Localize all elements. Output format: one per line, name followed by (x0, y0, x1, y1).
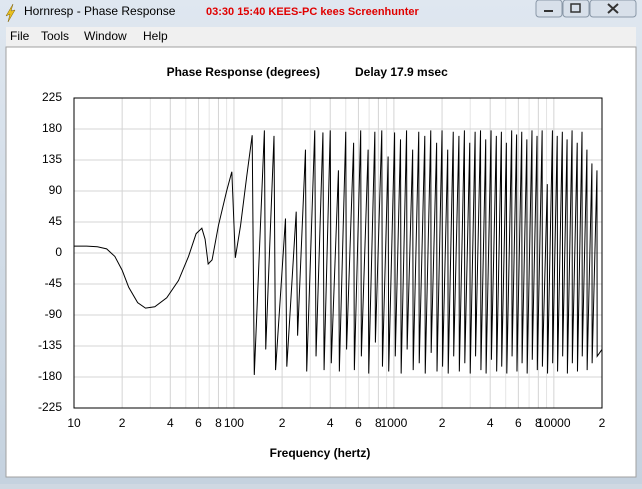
client-area (5, 46, 637, 478)
x-tick-label: 10000 (537, 416, 571, 430)
chart-annotation: Delay 17.9 msec (355, 65, 448, 79)
x-axis-label: Frequency (hertz) (270, 446, 371, 460)
menu-item[interactable]: Window (84, 29, 127, 43)
y-tick-label: 45 (49, 214, 63, 228)
close-icon (607, 3, 619, 14)
y-tick-label: -90 (45, 307, 63, 321)
app-icon (5, 3, 16, 23)
x-tick-label: 2 (599, 416, 606, 430)
x-tick-label: 2 (279, 416, 286, 430)
x-tick-label: 4 (327, 416, 334, 430)
x-tick-label: 1000 (381, 416, 408, 430)
maximize-icon (570, 3, 581, 13)
y-tick-label: 0 (55, 245, 62, 259)
x-tick-label: 6 (515, 416, 522, 430)
menu-item[interactable]: Help (143, 29, 168, 43)
x-tick-label: 6 (195, 416, 202, 430)
phase-curve (74, 130, 603, 375)
x-tick-label: 100 (224, 416, 244, 430)
menu-item[interactable]: File (10, 29, 30, 43)
x-tick-label: 2 (119, 416, 126, 430)
x-tick-label: 2 (439, 416, 446, 430)
y-tick-label: 180 (42, 121, 62, 135)
maximize-button[interactable] (562, 0, 590, 18)
x-tick-label: 8 (375, 416, 382, 430)
y-tick-label: 90 (49, 183, 63, 197)
window-title: Hornresp - Phase Response (24, 4, 176, 18)
menu-bar (6, 27, 636, 47)
menu-item[interactable]: Tools (41, 29, 69, 43)
x-tick-label: 8 (535, 416, 542, 430)
y-tick-label: -180 (38, 369, 62, 383)
y-tick-label: 225 (42, 90, 62, 104)
x-tick-label: 8 (215, 416, 222, 430)
y-tick-label: -135 (38, 338, 62, 352)
x-tick-label: 4 (487, 416, 494, 430)
x-tick-label: 4 (167, 416, 174, 430)
y-tick-label: -45 (45, 276, 63, 290)
x-tick-label: 10 (67, 416, 81, 430)
minimize-button[interactable] (535, 0, 563, 18)
watermark: 03:30 15:40 KEES-PC kees Screenhunter (206, 6, 419, 18)
plot-frame (73, 97, 603, 409)
chart-title: Phase Response (degrees) (167, 65, 320, 79)
y-tick-label: 135 (42, 152, 62, 166)
x-tick-label: 6 (355, 416, 362, 430)
y-tick-label: -225 (38, 400, 62, 414)
